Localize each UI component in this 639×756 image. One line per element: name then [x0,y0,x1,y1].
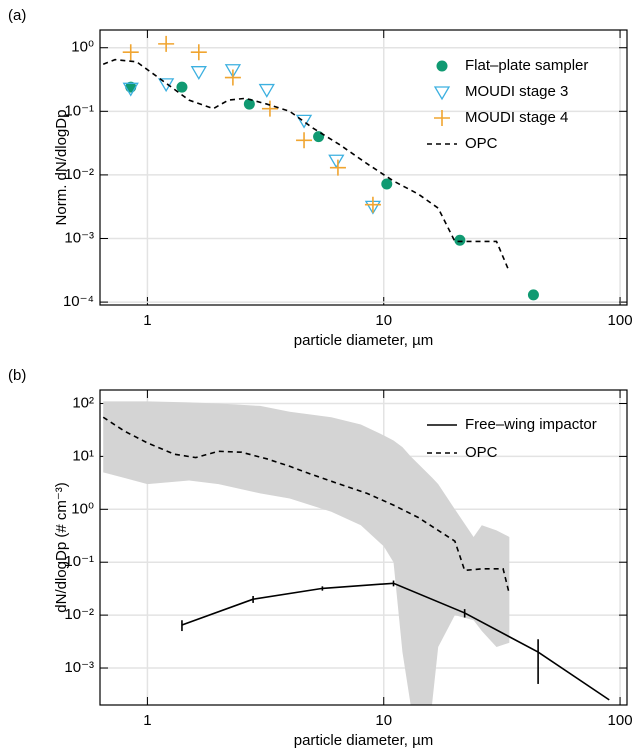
x-tick-label: 100 [608,712,633,729]
legend-label: Flat–plate sampler [465,57,588,74]
plot-frame [99,29,628,306]
data-line [102,58,511,273]
point [190,66,207,80]
point [364,196,381,213]
point [328,154,345,169]
y-axis-label: Norm. dN/dlogDp [53,110,70,226]
y-tick-label: 10⁻³ [64,659,94,676]
legend-label: Free–wing impactor [465,416,597,433]
x-axis-label: particle diameter, µm [294,732,434,749]
y-tick-label: 10⁰ [71,500,94,517]
x-tick-label: 1 [143,312,151,329]
plot-area [102,401,610,705]
y-tick-label: 10⁻⁴ [63,293,94,310]
x-tick-label: 10 [375,312,392,329]
x-axis-label: particle diameter, µm [294,332,434,349]
point [296,132,313,149]
y-axis-label: dN/dlogDp (# cm⁻³) [53,482,70,612]
point [454,234,466,246]
data-line [181,582,610,701]
y-tick-label: 10⁻² [64,606,94,623]
legend-label: MOUDI stage 3 [465,83,568,100]
point [329,159,346,176]
y-tick-label: 10⁻¹ [64,102,94,119]
point [313,131,325,143]
panel-label: (b) [8,367,26,384]
legend-marker [434,110,450,126]
point [176,81,188,93]
x-tick-label: 1 [143,712,151,729]
legend: Free–wing impactor OPC [427,416,597,461]
y-tick-label: 10² [72,394,94,411]
point [190,44,207,61]
point [122,44,139,61]
y-tick-label: 10⁻¹ [64,553,94,570]
point [258,83,275,98]
legend-label: OPC [465,444,498,461]
panel: (b) 1 10 100 10⁻³ 10⁻² 10⁻¹ 10⁰ 10¹ 10² particle d… [8,367,633,749]
point [122,82,139,97]
legend-label: MOUDI stage 4 [465,109,568,126]
y-tick-label: 10¹ [72,447,94,464]
point [261,100,278,117]
legend-marker [433,86,451,101]
point [157,78,175,93]
point [295,114,313,129]
point [527,289,539,301]
panel: (a) 1 10 100 10⁻⁴ 10⁻³ 10⁻² 10⁻¹ 10⁰ particle dia… [8,7,633,349]
point [381,178,393,190]
legend-label: OPC [465,135,498,152]
point [158,35,175,52]
y-tick-label: 10⁻² [64,166,94,183]
plot-area [102,35,539,301]
panel-label: (a) [8,7,26,24]
x-tick-label: 10 [375,712,392,729]
point [224,64,242,79]
point [243,98,255,110]
data-line [102,416,511,595]
legend-marker [436,60,448,72]
range-band [103,401,510,705]
point [224,69,241,86]
plot-frame [99,389,628,706]
legend: Flat–plate sampler MOUDI stage 3 MOUDI sta… [427,57,588,152]
x-tick-label: 100 [608,312,633,329]
y-tick-label: 10⁻³ [64,229,94,246]
y-tick-label: 10⁰ [71,39,94,56]
